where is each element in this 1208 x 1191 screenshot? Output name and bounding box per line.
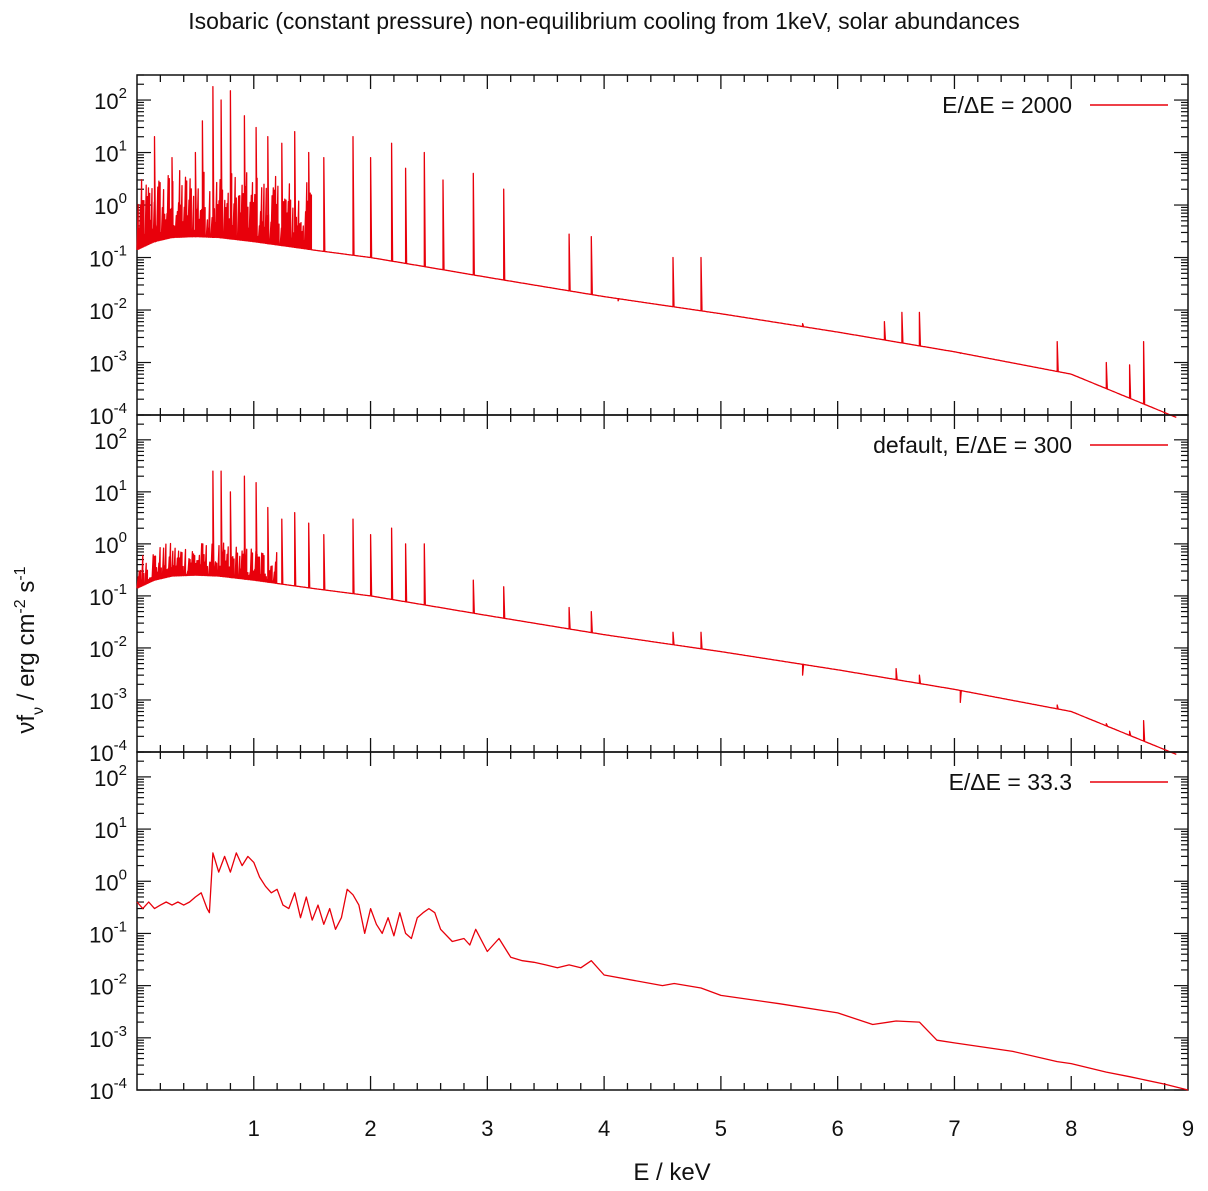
y-tick-label: 10-3 [89, 685, 127, 714]
spectrum-line [136, 852, 1189, 1091]
plot-frame [136, 751, 1189, 1091]
panel-middle: 102 101 100 10-1 10-2 10-3 10-4 default, E/ΔE =… [89, 414, 1189, 766]
chart-title: Isobaric (constant pressure) non-equilib… [188, 8, 1020, 34]
y-tick-label: 10-2 [89, 971, 127, 1000]
y-tick-label: 101 [94, 477, 127, 506]
legend-label: default, E/ΔE = 300 [873, 432, 1072, 458]
y-tick-label: 10-3 [89, 1023, 127, 1052]
y-tick-label: 10-1 [89, 918, 127, 947]
x-tick-label: 7 [948, 1116, 960, 1141]
x-tick-label: 2 [364, 1116, 376, 1141]
spectrum-line [136, 470, 1177, 755]
x-axis-label: E / keV [633, 1159, 710, 1186]
x-tick-labels: 1 2 3 4 5 6 7 8 9 [248, 1116, 1194, 1141]
spectrum-line [136, 85, 1177, 418]
y-tick-label: 10-2 [89, 295, 127, 324]
y-axis-label: νfν / erg cm-2 s-1 [12, 566, 47, 733]
y-tick-label: 102 [94, 762, 127, 791]
y-tick-label: 10-4 [89, 737, 127, 766]
y-tick-label: 102 [94, 425, 127, 454]
panel-bottom: 102 101 100 10-1 10-2 10-3 10-4 E/ΔE = 33.3 [89, 751, 1189, 1104]
x-tick-label: 8 [1065, 1116, 1077, 1141]
y-tick-label: 10-4 [89, 1075, 127, 1104]
y-tick-label: 101 [94, 814, 127, 843]
x-tick-label: 4 [598, 1116, 610, 1141]
y-tick-label: 100 [94, 190, 127, 219]
legend-label: E/ΔE = 33.3 [949, 769, 1072, 795]
x-tick-label: 3 [481, 1116, 493, 1141]
y-tick-label: 100 [94, 529, 127, 558]
x-tick-label: 6 [832, 1116, 844, 1141]
panel-top: 102 101 100 10-1 10-2 10-3 10-4 E/ΔE = 2000 [89, 74, 1189, 429]
y-tick-label: 100 [94, 866, 127, 895]
y-tick-label: 101 [94, 138, 127, 167]
x-tick-label: 1 [248, 1116, 260, 1141]
x-tick-label: 5 [715, 1116, 727, 1141]
y-tick-label: 10-1 [89, 581, 127, 610]
y-tick-label: 10-3 [89, 348, 127, 377]
legend-label: E/ΔE = 2000 [942, 92, 1072, 118]
y-tick-label: 102 [94, 85, 127, 114]
y-tick-label: 10-4 [89, 400, 127, 429]
y-tick-label: 10-1 [89, 243, 127, 272]
x-tick-label: 9 [1182, 1116, 1194, 1141]
y-tick-label: 10-2 [89, 633, 127, 662]
